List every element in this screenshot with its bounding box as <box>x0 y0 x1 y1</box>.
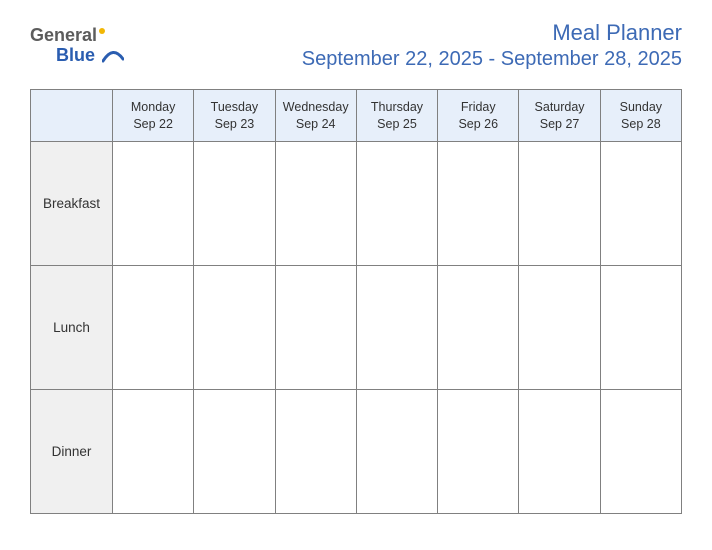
meal-cell[interactable] <box>356 142 437 266</box>
meal-label-breakfast: Breakfast <box>31 142 113 266</box>
table-row: Breakfast <box>31 142 682 266</box>
logo: General Blue <box>30 26 124 66</box>
meal-cell[interactable] <box>194 142 275 266</box>
day-header: FridaySep 26 <box>438 90 519 142</box>
meal-cell[interactable] <box>438 390 519 514</box>
table-header: MondaySep 22 TuesdaySep 23 WednesdaySep … <box>31 90 682 142</box>
logo-dot-icon <box>99 28 105 34</box>
logo-word-general: General <box>30 25 97 45</box>
meal-cell[interactable] <box>438 266 519 390</box>
meal-label-dinner: Dinner <box>31 390 113 514</box>
meal-cell[interactable] <box>275 390 356 514</box>
meal-cell[interactable] <box>600 142 681 266</box>
meal-label-lunch: Lunch <box>31 266 113 390</box>
day-header: SaturdaySep 27 <box>519 90 600 142</box>
meal-cell[interactable] <box>113 142 194 266</box>
meal-planner-table: MondaySep 22 TuesdaySep 23 WednesdaySep … <box>30 89 682 514</box>
day-header: ThursdaySep 25 <box>356 90 437 142</box>
day-header: TuesdaySep 23 <box>194 90 275 142</box>
meal-cell[interactable] <box>356 390 437 514</box>
meal-cell[interactable] <box>194 266 275 390</box>
logo-swoosh-icon <box>102 49 124 63</box>
meal-cell[interactable] <box>438 142 519 266</box>
day-header: MondaySep 22 <box>113 90 194 142</box>
page-title: Meal Planner <box>302 20 682 46</box>
day-header: SundaySep 28 <box>600 90 681 142</box>
meal-cell[interactable] <box>600 390 681 514</box>
meal-cell[interactable] <box>600 266 681 390</box>
table-row: Lunch <box>31 266 682 390</box>
meal-cell[interactable] <box>113 266 194 390</box>
meal-cell[interactable] <box>275 266 356 390</box>
title-block: Meal Planner September 22, 2025 - Septem… <box>302 20 682 71</box>
corner-cell <box>31 90 113 142</box>
logo-word-blue: Blue <box>56 45 95 65</box>
header: General Blue Meal Planner September 22, … <box>30 20 682 71</box>
meal-cell[interactable] <box>519 142 600 266</box>
meal-cell[interactable] <box>519 390 600 514</box>
meal-cell[interactable] <box>113 390 194 514</box>
date-range: September 22, 2025 - September 28, 2025 <box>302 48 682 71</box>
day-header: WednesdaySep 24 <box>275 90 356 142</box>
table-row: Dinner <box>31 390 682 514</box>
meal-cell[interactable] <box>519 266 600 390</box>
meal-cell[interactable] <box>194 390 275 514</box>
meal-cell[interactable] <box>275 142 356 266</box>
meal-cell[interactable] <box>356 266 437 390</box>
